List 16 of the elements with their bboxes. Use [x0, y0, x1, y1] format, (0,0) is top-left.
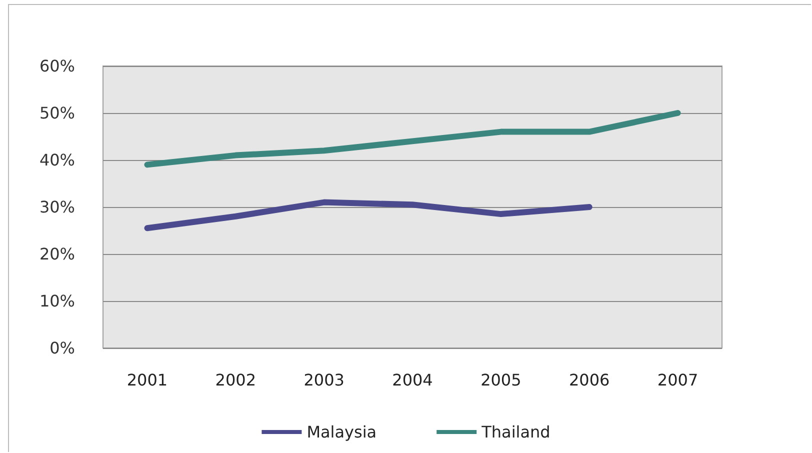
y-tick-label: 30% [39, 198, 75, 216]
x-tick-label: 2006 [569, 370, 610, 390]
y-tick-label: 40% [39, 150, 75, 170]
x-tick-label: 2004 [392, 370, 433, 390]
x-tick-label: 2002 [215, 370, 256, 390]
x-tick-label: 2001 [126, 370, 168, 390]
x-tick-label: 2003 [304, 370, 344, 390]
x-tick-label: 2007 [657, 370, 698, 390]
y-tick-label: 60% [39, 56, 75, 76]
y-tick-label: 50% [39, 104, 75, 122]
legend-label: Malaysia [306, 422, 377, 442]
legend-label: Thailand [480, 422, 550, 442]
x-tick-label: 2005 [480, 370, 522, 390]
y-tick-label: 0% [50, 338, 75, 358]
y-tick-label: 10% [39, 292, 75, 310]
y-tick-label: 20% [39, 244, 75, 264]
